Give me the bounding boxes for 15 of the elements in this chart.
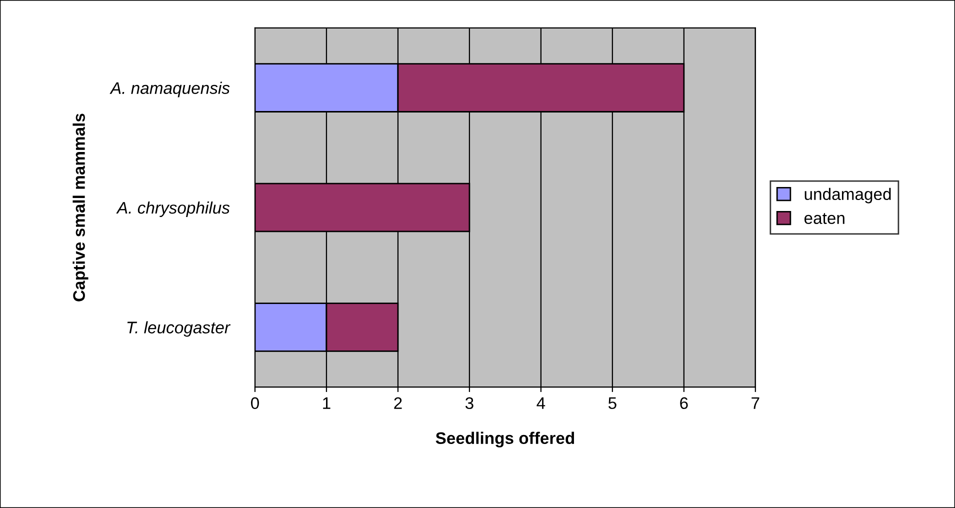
y-tick-label: A. chrysophilus <box>116 201 230 218</box>
x-axis-title: Seedlings offered <box>436 432 574 448</box>
x-tick-label: 1 <box>323 397 330 409</box>
x-tick-label: 5 <box>608 397 616 410</box>
y-axis-title: Captive small mammals <box>72 114 88 302</box>
legend-label: eaten <box>804 213 844 224</box>
x-tick-label: 7 <box>752 397 760 409</box>
x-tick-label: 6 <box>680 397 688 410</box>
legend-label: undamaged <box>804 188 891 204</box>
y-tick-label: T. leucogaster <box>127 321 231 337</box>
x-tick-label: 4 <box>536 397 546 409</box>
x-tick-label: 0 <box>251 397 259 410</box>
x-tick-label: 3 <box>465 397 474 410</box>
x-tick-label: 2 <box>394 397 402 409</box>
y-tick-label: A. namaquensis <box>110 82 230 98</box>
